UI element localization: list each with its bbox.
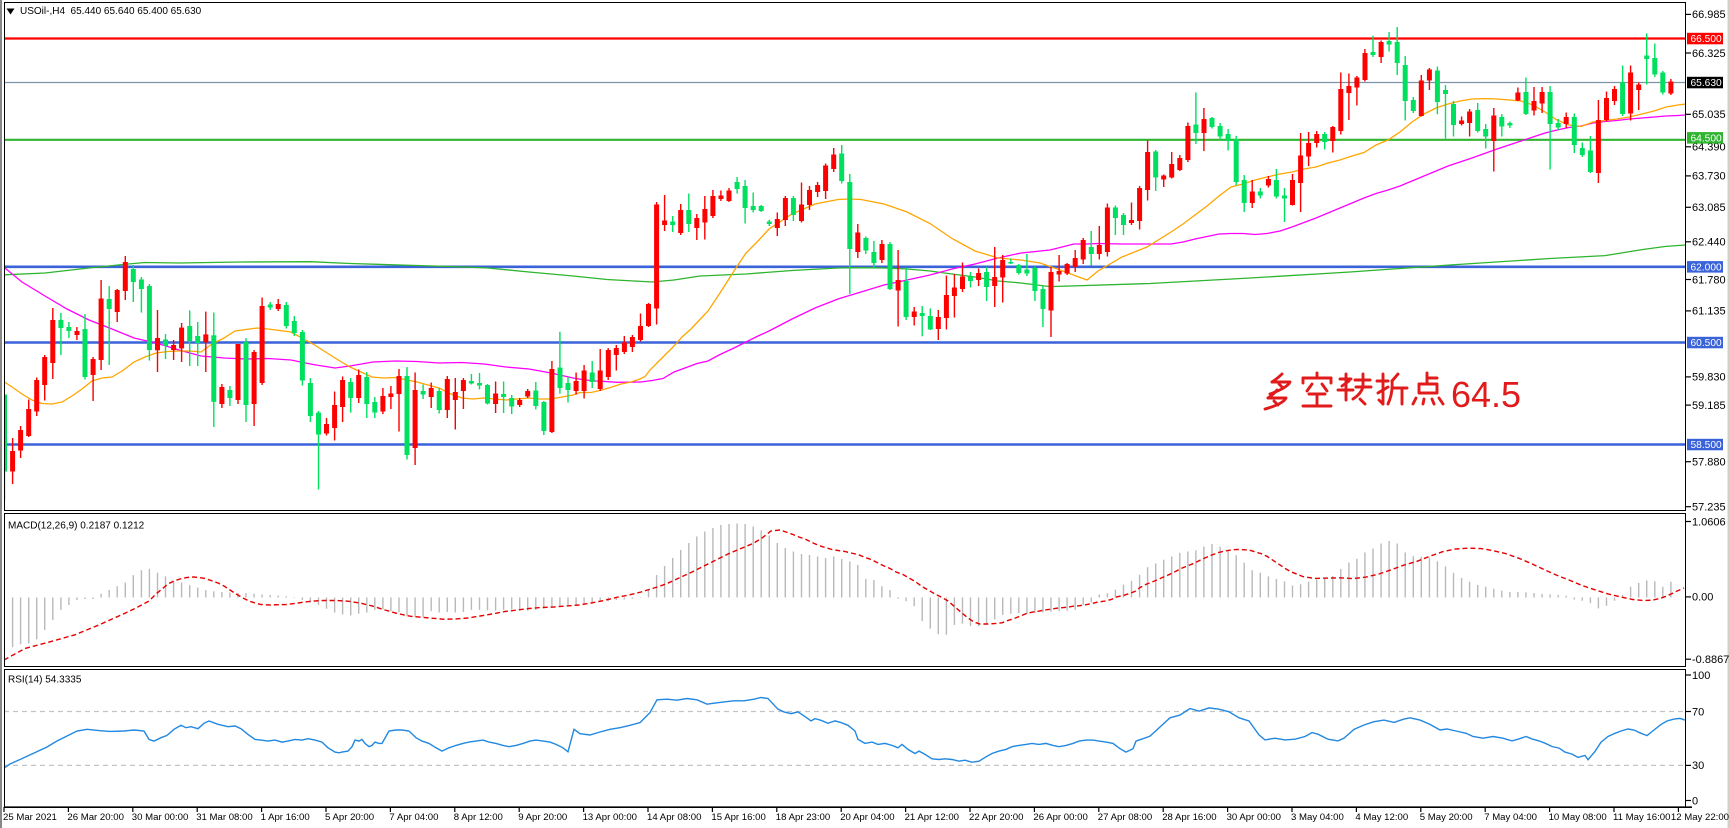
svg-text:64.500: 64.500 <box>1691 133 1722 144</box>
svg-text:59.185: 59.185 <box>1692 400 1726 412</box>
svg-text:57.880: 57.880 <box>1692 457 1726 469</box>
svg-text:30: 30 <box>1692 760 1704 772</box>
svg-text:22 Apr 20:00: 22 Apr 20:00 <box>969 812 1023 823</box>
svg-text:9 Apr 20:00: 9 Apr 20:00 <box>518 812 567 823</box>
svg-text:61.780: 61.780 <box>1692 274 1726 286</box>
svg-text:7 Apr 04:00: 7 Apr 04:00 <box>389 812 438 823</box>
svg-text:70: 70 <box>1692 706 1704 718</box>
svg-text:20 Apr 04:00: 20 Apr 04:00 <box>840 812 894 823</box>
svg-text:58.500: 58.500 <box>1691 440 1722 451</box>
svg-text:11 May 16:00: 11 May 16:00 <box>1613 812 1670 823</box>
svg-text:1.0606: 1.0606 <box>1692 516 1726 528</box>
svg-text:4 May 12:00: 4 May 12:00 <box>1355 812 1408 823</box>
svg-text:USOil-,H4 65.440 65.640 65.40: USOil-,H4 65.440 65.640 65.400 65.630 <box>20 6 202 17</box>
svg-text:57.235: 57.235 <box>1692 502 1726 514</box>
svg-text:8 Apr 12:00: 8 Apr 12:00 <box>454 812 503 823</box>
svg-text:66.985: 66.985 <box>1692 9 1726 21</box>
svg-text:27 Apr 08:00: 27 Apr 08:00 <box>1098 812 1152 823</box>
svg-text:21 Apr 12:00: 21 Apr 12:00 <box>905 812 959 823</box>
svg-text:5 Apr 20:00: 5 Apr 20:00 <box>325 812 374 823</box>
svg-text:25 Mar 2021: 25 Mar 2021 <box>3 812 57 823</box>
svg-text:18 Apr 23:00: 18 Apr 23:00 <box>776 812 830 823</box>
svg-text:65.630: 65.630 <box>1691 78 1722 89</box>
svg-text:-0.8867: -0.8867 <box>1692 654 1729 666</box>
svg-text:62.000: 62.000 <box>1691 262 1722 273</box>
svg-text:12 May 22:00: 12 May 22:00 <box>1671 812 1729 823</box>
svg-text:30 Mar 00:00: 30 Mar 00:00 <box>132 812 189 823</box>
svg-text:66.500: 66.500 <box>1691 34 1722 45</box>
svg-text:1 Apr 16:00: 1 Apr 16:00 <box>261 812 310 823</box>
svg-text:31 Mar 08:00: 31 Mar 08:00 <box>196 812 253 823</box>
svg-text:5 May 20:00: 5 May 20:00 <box>1420 812 1473 823</box>
svg-text:7 May 04:00: 7 May 04:00 <box>1484 812 1537 823</box>
svg-text:RSI(14) 54.3335: RSI(14) 54.3335 <box>8 675 82 686</box>
svg-text:13 Apr 00:00: 13 Apr 00:00 <box>583 812 637 823</box>
svg-text:30 Apr 00:00: 30 Apr 00:00 <box>1227 812 1281 823</box>
svg-text:15 Apr 16:00: 15 Apr 16:00 <box>711 812 765 823</box>
svg-text:28 Apr 16:00: 28 Apr 16:00 <box>1162 812 1216 823</box>
svg-text:0: 0 <box>1692 795 1698 807</box>
svg-text:10 May 08:00: 10 May 08:00 <box>1549 812 1607 823</box>
svg-text:0.00: 0.00 <box>1692 592 1713 604</box>
svg-text:14 Apr 08:00: 14 Apr 08:00 <box>647 812 701 823</box>
svg-text:64.390: 64.390 <box>1692 142 1726 154</box>
svg-text:63.730: 63.730 <box>1692 171 1726 183</box>
svg-text:100: 100 <box>1692 670 1710 682</box>
svg-text:66.325: 66.325 <box>1692 48 1726 60</box>
svg-text:64.5: 64.5 <box>1451 374 1521 415</box>
svg-text:63.085: 63.085 <box>1692 202 1726 214</box>
svg-text:62.440: 62.440 <box>1692 237 1726 249</box>
svg-text:65.035: 65.035 <box>1692 109 1726 121</box>
svg-text:60.500: 60.500 <box>1691 338 1722 349</box>
svg-text:61.135: 61.135 <box>1692 306 1726 318</box>
svg-text:3 May 04:00: 3 May 04:00 <box>1291 812 1344 823</box>
svg-text:59.830: 59.830 <box>1692 372 1726 384</box>
svg-text:MACD(12,26,9) 0.2187 0.1212: MACD(12,26,9) 0.2187 0.1212 <box>8 521 145 532</box>
svg-text:26 Apr 00:00: 26 Apr 00:00 <box>1033 812 1087 823</box>
svg-text:26 Mar 20:00: 26 Mar 20:00 <box>67 812 124 823</box>
